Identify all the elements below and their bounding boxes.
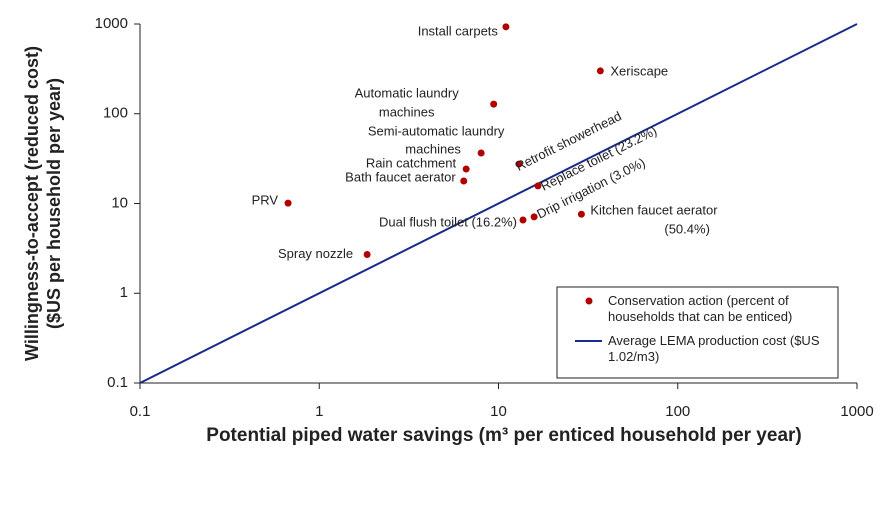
- point-label: Kitchen faucet aerator: [590, 203, 718, 218]
- point: [515, 160, 523, 168]
- point: [462, 165, 470, 173]
- legend-box: [556, 286, 839, 379]
- point: [477, 149, 485, 157]
- point: [534, 182, 542, 190]
- point-label: machines: [379, 105, 435, 120]
- point-label: Install carpets: [418, 23, 499, 38]
- x-axis-label: Potential piped water savings (m³ per en…: [206, 425, 802, 446]
- x-tick-label: 100: [665, 403, 690, 420]
- point-label: PRV: [252, 193, 279, 208]
- point-label: Spray nozzle: [278, 246, 353, 261]
- point: [530, 213, 538, 221]
- point-label: Automatic laundry: [355, 86, 460, 101]
- legend-label: Average LEMA production cost ($US 1.02/m…: [608, 333, 820, 364]
- point: [502, 23, 510, 31]
- legend-label: Conservation action (percent of househol…: [608, 293, 793, 324]
- y-tick-label: 10: [111, 194, 128, 211]
- y-axis-label: Willingness-to-accept (reduced cost): [22, 46, 42, 361]
- x-tick-label: 1000: [840, 403, 873, 420]
- line: [139, 23, 858, 384]
- point: [460, 177, 468, 185]
- y-tick-label: 1: [120, 284, 128, 301]
- point: [363, 251, 371, 259]
- point-label: Semi-automatic laundry: [368, 123, 505, 138]
- point: [577, 210, 585, 218]
- point: [519, 216, 527, 224]
- point-label: Xeriscape: [610, 63, 668, 78]
- legend-swatch: [585, 297, 593, 305]
- point: [596, 67, 604, 75]
- x-tick-label: 1: [315, 403, 323, 420]
- point-label: machines: [405, 141, 461, 156]
- y-axis-label: ($US per household per year): [44, 78, 64, 329]
- point-label: Rain catchment: [366, 155, 457, 170]
- point: [490, 100, 498, 108]
- point-label: Dual flush toilet (16.2%): [379, 214, 517, 229]
- point-label: Bath faucet aerator: [345, 169, 456, 184]
- y-tick-label: 1000: [95, 15, 128, 32]
- x-tick-label: 0.1: [130, 403, 151, 420]
- point-label: (50.4%): [664, 222, 710, 237]
- y-tick-label: 100: [103, 105, 128, 122]
- x-tick-label: 10: [490, 403, 507, 420]
- y-tick-label: 0.1: [107, 374, 128, 391]
- point: [284, 199, 292, 207]
